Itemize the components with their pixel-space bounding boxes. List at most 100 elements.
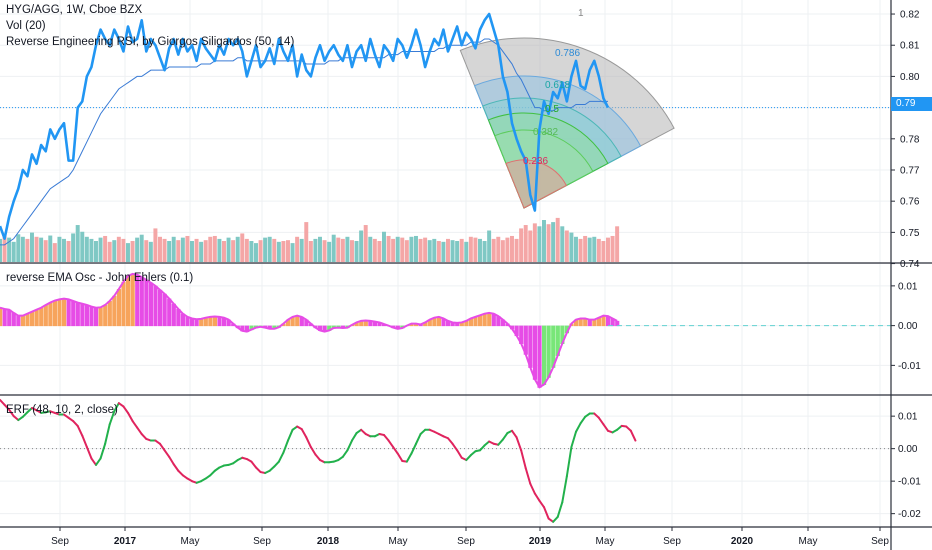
erf-axis[interactable]: 0.01 0.00 -0.01 -0.02 bbox=[891, 412, 921, 521]
symbol-title[interactable]: HYG/AGG, 1W, Cboe BZX bbox=[6, 4, 143, 16]
volume-bar bbox=[560, 226, 565, 262]
erf-segment bbox=[300, 428, 308, 439]
volume-bar bbox=[354, 241, 359, 262]
oscillator-bar bbox=[48, 302, 53, 327]
erf-segment bbox=[163, 449, 171, 458]
time-tick-label: May bbox=[799, 536, 818, 547]
volume-bar bbox=[135, 237, 140, 262]
oscillator-bar bbox=[158, 289, 163, 327]
oscillator-axis[interactable]: 0.01 0.00 -0.01 bbox=[891, 281, 921, 372]
volume-bar bbox=[295, 236, 300, 262]
rsi-legend[interactable]: Reverse Engineering RSI, by Giorgos Sili… bbox=[6, 36, 295, 48]
volume-bar bbox=[318, 236, 322, 262]
erf-segment bbox=[159, 442, 166, 452]
volume-bar bbox=[11, 241, 16, 262]
volume-bar bbox=[103, 235, 108, 262]
oscillator-bar bbox=[519, 325, 524, 345]
volume-legend[interactable]: Vol (20) bbox=[6, 20, 46, 32]
oscillator-bar bbox=[162, 293, 167, 327]
oscillator-bar bbox=[523, 325, 528, 355]
oscillator-bar bbox=[107, 300, 112, 327]
oscillator-pane-legend: reverse EMA Osc - John Ehlers (0.1) bbox=[6, 270, 193, 286]
price-line bbox=[0, 12, 610, 240]
fib-level-label: 0.786 bbox=[555, 48, 580, 59]
oscillator-bar bbox=[377, 322, 382, 327]
fibonacci-speed-fan-drawing[interactable] bbox=[459, 37, 675, 209]
erf-segment bbox=[629, 429, 637, 442]
price-tick-label: 0.77 bbox=[900, 165, 920, 176]
time-tick-label: May bbox=[181, 536, 200, 547]
volume-bar bbox=[322, 240, 327, 262]
volume-bar bbox=[432, 238, 437, 262]
oscillator-bar bbox=[286, 319, 291, 327]
volume-bar bbox=[16, 234, 21, 262]
volume-bar bbox=[217, 238, 222, 262]
oscillator-bar bbox=[190, 318, 195, 327]
oscillator-bar bbox=[57, 299, 62, 327]
oscillator-legend[interactable]: reverse EMA Osc - John Ehlers (0.1) bbox=[6, 272, 194, 284]
volume-bar bbox=[615, 226, 620, 262]
oscillator-bar bbox=[409, 323, 414, 327]
fib-level-label: 0.236 bbox=[523, 156, 548, 167]
volume-bar bbox=[203, 240, 208, 262]
oscillator-bar bbox=[84, 304, 90, 327]
volume-bar bbox=[510, 235, 514, 262]
oscillator-bar bbox=[249, 325, 254, 331]
volume-bar bbox=[304, 222, 309, 262]
volume-bar bbox=[382, 231, 386, 262]
osc-tick-label: -0.01 bbox=[898, 361, 921, 372]
volume-bar bbox=[75, 225, 80, 262]
volume-bar bbox=[121, 238, 126, 262]
oscillator-bar bbox=[171, 303, 176, 327]
oscillator-bar bbox=[446, 320, 451, 327]
erf-segment bbox=[575, 422, 582, 433]
erf-segment bbox=[268, 465, 276, 472]
erf-segment bbox=[273, 460, 280, 468]
erf-segment bbox=[127, 411, 134, 423]
volume-bar bbox=[222, 241, 226, 262]
volume-bar bbox=[574, 236, 578, 262]
price-tick-label: 0.80 bbox=[900, 72, 920, 83]
erf-segment bbox=[104, 423, 111, 445]
oscillator-bar bbox=[103, 304, 108, 327]
erf-legend[interactable]: ERF (48, 10, 2, close) bbox=[6, 404, 118, 416]
price-axis[interactable]: 0.82 0.81 0.80 0.78 0.77 0.76 0.75 0.74 bbox=[891, 10, 920, 271]
volume-bar bbox=[244, 238, 249, 262]
volume-bar bbox=[564, 230, 569, 262]
time-tick-label: 2017 bbox=[114, 536, 137, 547]
erf-segment bbox=[447, 437, 454, 445]
volume-bar bbox=[450, 240, 455, 262]
time-axis[interactable]: Sep 2017 May Sep 2018 May Sep 2019 May Sep 2020 May… bbox=[51, 527, 889, 547]
volume-bar bbox=[80, 231, 85, 262]
oscillator-bar bbox=[546, 325, 551, 378]
time-tick-label: 2020 bbox=[731, 536, 754, 547]
volume-bar bbox=[231, 240, 236, 262]
volume-bar bbox=[464, 241, 469, 262]
erf-segment bbox=[282, 439, 289, 454]
volume-bar bbox=[25, 238, 30, 262]
oscillator-bar bbox=[322, 325, 327, 333]
volume-bar bbox=[281, 241, 286, 262]
oscillator-bar bbox=[459, 322, 464, 327]
oscillator-bar bbox=[564, 325, 570, 334]
oscillator-bar bbox=[478, 315, 483, 327]
volume-bar bbox=[313, 238, 318, 262]
volume-bar bbox=[441, 241, 446, 262]
oscillator-bar bbox=[363, 320, 368, 327]
oscillator-bar bbox=[427, 319, 432, 327]
erf-segment bbox=[76, 424, 84, 437]
volume-bar bbox=[446, 238, 450, 262]
erf-segment bbox=[415, 433, 422, 445]
time-tick-label: May bbox=[596, 536, 615, 547]
oscillator-bar bbox=[121, 281, 126, 327]
oscillator-line bbox=[0, 272, 618, 389]
oscillator-bar bbox=[450, 322, 455, 327]
oscillator-bar bbox=[62, 298, 67, 327]
oscillator-bar bbox=[126, 275, 131, 327]
erf-segment bbox=[556, 501, 564, 518]
erf-segment bbox=[314, 453, 321, 462]
volume-bar bbox=[48, 235, 53, 262]
volume-bar bbox=[414, 235, 418, 262]
